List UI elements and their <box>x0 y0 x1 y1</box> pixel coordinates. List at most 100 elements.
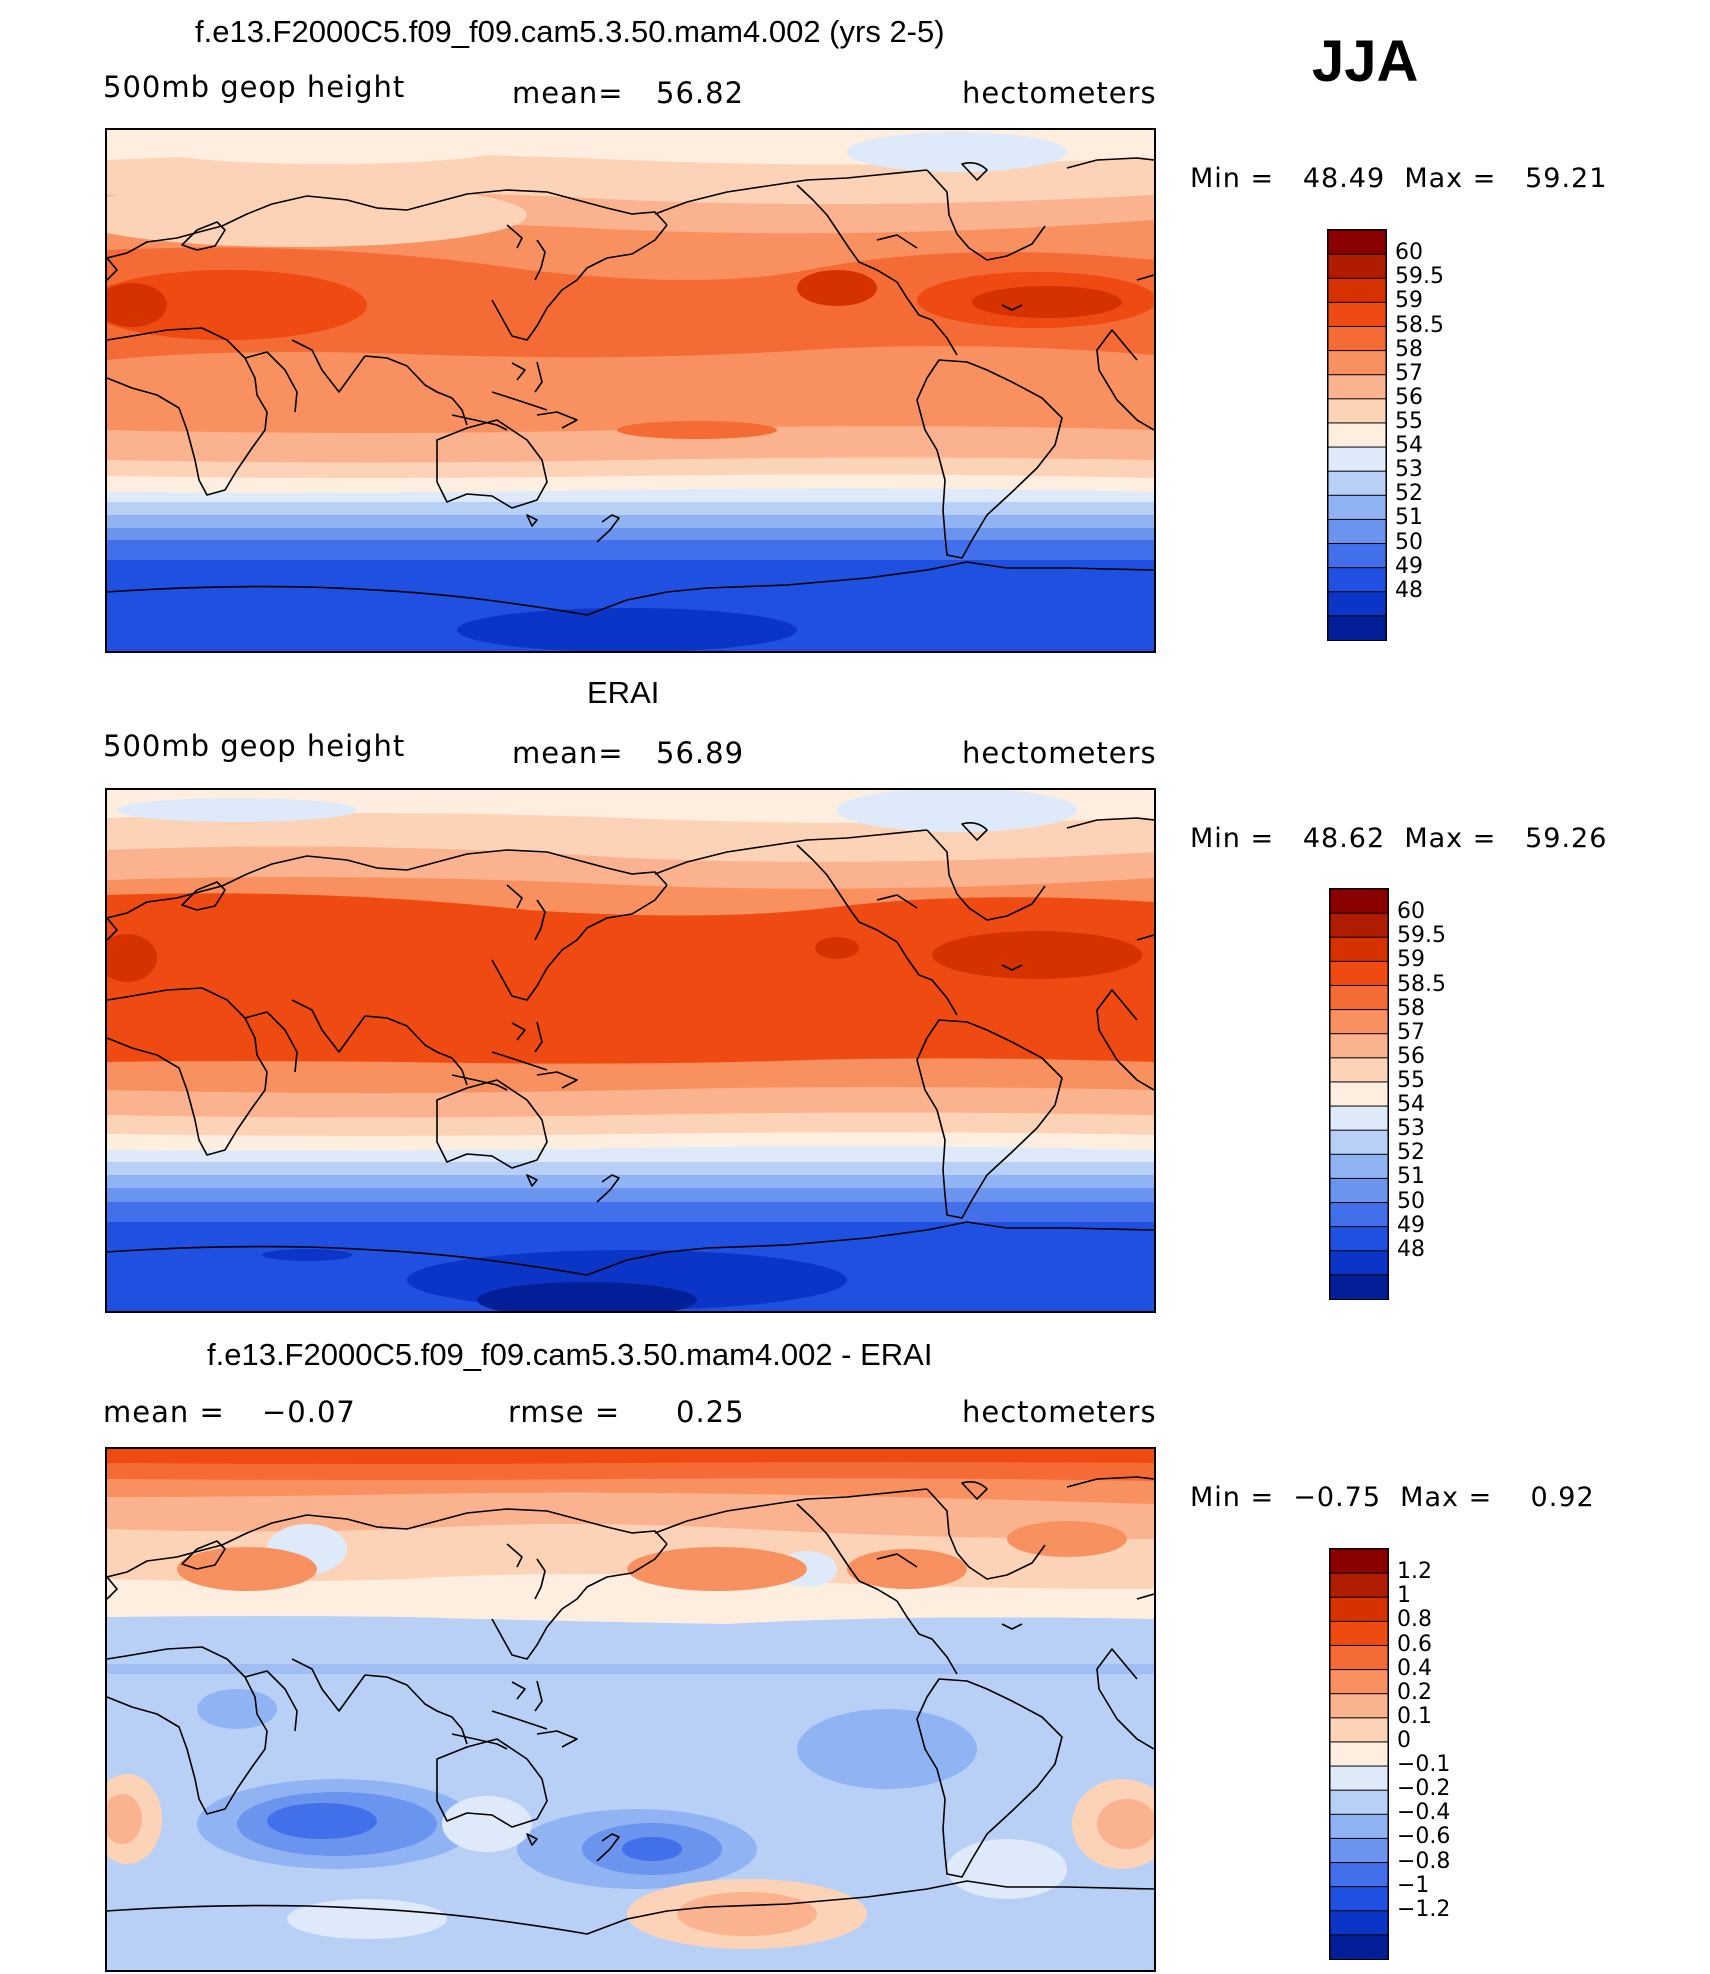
panel1-colorbar-tick-label: 54 <box>1395 433 1423 459</box>
panel1-colorbar-tick-label: 56 <box>1395 384 1423 410</box>
panel3-colorbar-swatch <box>1330 1837 1388 1864</box>
panel1-colorbar <box>1327 229 1387 641</box>
panel1-colorbar-swatch <box>1328 567 1386 593</box>
panel1-colorbar-swatch <box>1328 470 1386 497</box>
panel1-colorbar-tick-label: 58.5 <box>1395 312 1444 338</box>
panel2-units: hectometers <box>962 736 1157 770</box>
panel1-title: f.e13.F2000C5.f09_f09.cam5.3.50.mam4.002… <box>195 14 945 49</box>
panel3-colorbar-swatch <box>1330 1813 1388 1840</box>
panel1-colorbar-swatch <box>1328 350 1386 376</box>
panel3-rmse-value: 0.25 <box>676 1395 745 1429</box>
panel3-colorbar-tick-label: −1.2 <box>1397 1896 1451 1922</box>
panel1-map <box>105 128 1156 653</box>
panel1-mean-value: 56.82 <box>656 76 745 110</box>
panel3-colorbar-tick-label: 0.8 <box>1397 1607 1432 1633</box>
panel1-colorbar-tick-label: 59.5 <box>1395 264 1444 290</box>
panel3-colorbar-swatch <box>1330 1693 1388 1719</box>
panel2-colorbar-swatch <box>1330 984 1388 1011</box>
panel2-colorbar-tick-label: 58 <box>1397 995 1425 1021</box>
panel3-units: hectometers <box>962 1395 1157 1429</box>
panel2-colorbar-swatch <box>1330 1226 1388 1252</box>
panel3-coastlines <box>107 1476 1154 1935</box>
panel2-map <box>105 788 1156 1313</box>
panel3-map <box>105 1447 1156 1972</box>
panel3-colorbar-swatch <box>1330 1934 1388 1959</box>
panel3-colorbar-tick-label: −0.4 <box>1397 1800 1451 1826</box>
panel1-colorbar-swatch <box>1328 494 1386 521</box>
panel1-colorbar-tick-label: 49 <box>1395 553 1423 579</box>
panel3-colorbar <box>1329 1548 1389 1960</box>
panel2-colorbar-swatch <box>1330 1105 1388 1132</box>
panel3-colorbar-tick-label: −1 <box>1397 1872 1430 1898</box>
panel2-colorbar-swatch <box>1330 912 1388 939</box>
panel3-colorbar-swatch <box>1330 1596 1388 1623</box>
panel1-colorbar-tick-label: 51 <box>1395 505 1423 531</box>
panel2-colorbar-swatch <box>1330 1274 1388 1299</box>
panel2-colorbar-swatch <box>1330 1081 1388 1108</box>
panel3-colorbar-tick-label: 0 <box>1397 1727 1411 1753</box>
panel2-colorbar <box>1329 888 1389 1300</box>
panel2-colorbar-swatch <box>1330 1202 1388 1228</box>
panel2-colorbar-tick-label: 56 <box>1397 1043 1425 1069</box>
panel1-colorbar-tick-label: 60 <box>1395 240 1423 266</box>
panel3-colorbar-tick-label: 0.1 <box>1397 1703 1432 1729</box>
panel3-colorbar-swatch <box>1330 1741 1388 1768</box>
panel2-colorbar-tick-label: 50 <box>1397 1188 1425 1214</box>
panel3-colorbar-tick-label: 0.4 <box>1397 1655 1432 1681</box>
panel1-colorbar-swatch <box>1328 615 1386 640</box>
panel3-minmax: Min = −0.75 Max = 0.92 <box>1190 1482 1595 1513</box>
panel1-units: hectometers <box>962 76 1157 110</box>
panel3-colorbar-tick-label: 1 <box>1397 1583 1411 1609</box>
panel2-contour-bands <box>107 790 1154 1311</box>
panel1-variable-label: 500mb geop height <box>103 70 406 104</box>
panel3-colorbar-swatch <box>1330 1765 1388 1792</box>
panel3-colorbar-tick-label: 0.6 <box>1397 1631 1432 1657</box>
panel2-colorbar-swatch <box>1330 936 1388 963</box>
panel2-colorbar-swatch <box>1330 1177 1388 1204</box>
panel2-colorbar-swatch <box>1330 889 1388 915</box>
panel1-colorbar-swatch <box>1328 543 1386 569</box>
panel2-colorbar-tick-label: 60 <box>1397 899 1425 925</box>
panel2-minmax: Min = 48.62 Max = 59.26 <box>1190 823 1608 854</box>
panel3-mean-label: mean = <box>103 1395 225 1429</box>
panel2-colorbar-tick-label: 58.5 <box>1397 971 1446 997</box>
panel3-colorbar-swatch <box>1330 1549 1388 1575</box>
panel1-colorbar-tick-label: 48 <box>1395 577 1423 603</box>
panel3-colorbar-swatch <box>1330 1886 1388 1912</box>
panel1-colorbar-swatch <box>1328 518 1386 545</box>
panel1-colorbar-swatch <box>1328 253 1386 280</box>
panel1-colorbar-swatch <box>1328 591 1386 617</box>
panel2-colorbar-tick-label: 57 <box>1397 1019 1425 1045</box>
panel1-colorbar-tick-label: 53 <box>1395 457 1423 483</box>
panel3-colorbar-tick-label: 1.2 <box>1397 1559 1432 1585</box>
panel3-colorbar-swatch <box>1330 1717 1388 1743</box>
panel2-colorbar-tick-label: 54 <box>1397 1092 1425 1118</box>
panel1-colorbar-swatches <box>1328 230 1386 640</box>
panel2-colorbar-tick-label: 59 <box>1397 947 1425 973</box>
panel3-colorbar-swatch <box>1330 1572 1388 1599</box>
panel1-coastlines <box>107 157 1154 616</box>
panel2-mean-label: mean= <box>512 736 624 770</box>
panel1-colorbar-tick-label: 57 <box>1395 360 1423 386</box>
panel3-colorbar-swatch <box>1330 1644 1388 1671</box>
panel2-mean-value: 56.89 <box>656 736 745 770</box>
panel3-colorbar-swatch <box>1330 1789 1388 1816</box>
panel2-colorbar-tick-label: 59.5 <box>1397 923 1446 949</box>
panel1-colorbar-swatch <box>1328 325 1386 352</box>
panel2-colorbar-tick-label: 49 <box>1397 1212 1425 1238</box>
panel2-coastlines <box>107 817 1154 1276</box>
panel1-colorbar-tick-label: 59 <box>1395 288 1423 314</box>
panel1-contour-bands <box>107 130 1154 651</box>
panel1-colorbar-swatch <box>1328 374 1386 400</box>
panel2-colorbar-swatch <box>1330 1250 1388 1276</box>
panel3-rmse-label: rmse = <box>508 1395 621 1429</box>
panel1-colorbar-swatch <box>1328 301 1386 328</box>
panel2-colorbar-swatches <box>1330 889 1388 1299</box>
panel2-colorbar-swatch <box>1330 960 1388 987</box>
panel2-colorbar-tick-label: 53 <box>1397 1116 1425 1142</box>
panel1-colorbar-tick-label: 52 <box>1395 481 1423 507</box>
panel3-colorbar-tick-label: −0.2 <box>1397 1776 1451 1802</box>
panel1-colorbar-swatch <box>1328 422 1386 449</box>
panel3-contour-bands <box>107 1449 1154 1970</box>
panel3-colorbar-tick-label: 0.2 <box>1397 1679 1432 1705</box>
